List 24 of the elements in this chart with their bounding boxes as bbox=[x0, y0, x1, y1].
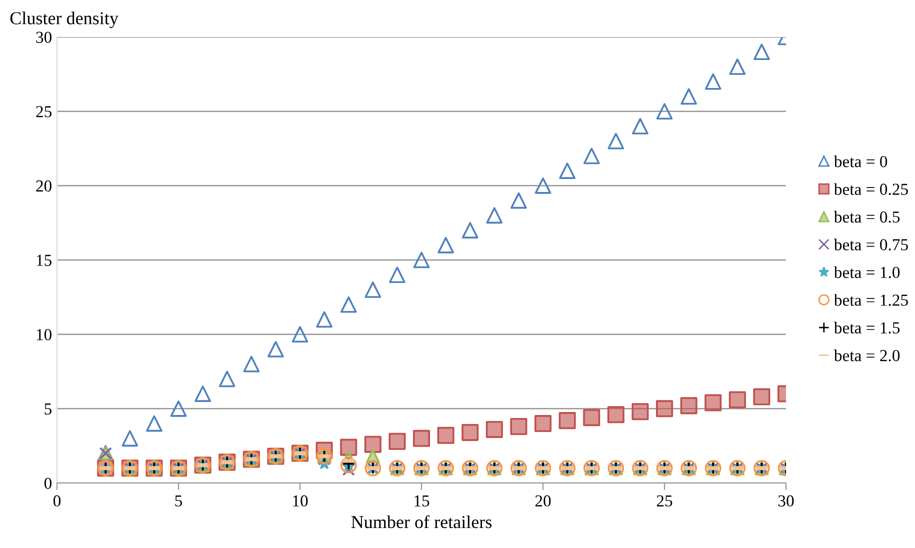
legend-label: beta = 2.0 bbox=[834, 350, 900, 362]
y-tick-label: 30 bbox=[36, 32, 52, 43]
y-tick-label: 25 bbox=[36, 106, 52, 118]
y-tick-label: 20 bbox=[36, 180, 52, 192]
y-tick-label: 15 bbox=[36, 254, 52, 266]
legend-label: beta = 0 bbox=[834, 155, 888, 168]
legend-label: beta = 1.0 bbox=[834, 266, 900, 278]
legend-label: beta = 1.5 bbox=[834, 322, 900, 334]
x-tick-label: 10 bbox=[293, 495, 308, 507]
y-tick-label: 5 bbox=[44, 404, 52, 415]
x-tick-label: 30 bbox=[778, 495, 794, 507]
x-tick-label: 15 bbox=[414, 495, 430, 507]
y-tick-label: 10 bbox=[36, 329, 52, 340]
legend-label: beta = 1.25 bbox=[834, 294, 908, 306]
y-axis-title: Cluster density bbox=[10, 12, 118, 28]
x-axis-title: Number of retailers bbox=[351, 515, 492, 528]
x-tick-label: 25 bbox=[656, 495, 672, 507]
x-tick-label: 5 bbox=[175, 495, 182, 507]
y-tick-label: 0 bbox=[44, 478, 52, 489]
x-tick-label: 0 bbox=[53, 495, 61, 507]
x-tick-label: 20 bbox=[535, 495, 551, 507]
legend-label: beta = 0.25 bbox=[834, 183, 908, 196]
legend-label: beta = 0.75 bbox=[834, 238, 908, 250]
legend-label: beta = 0.5 bbox=[834, 210, 900, 223]
